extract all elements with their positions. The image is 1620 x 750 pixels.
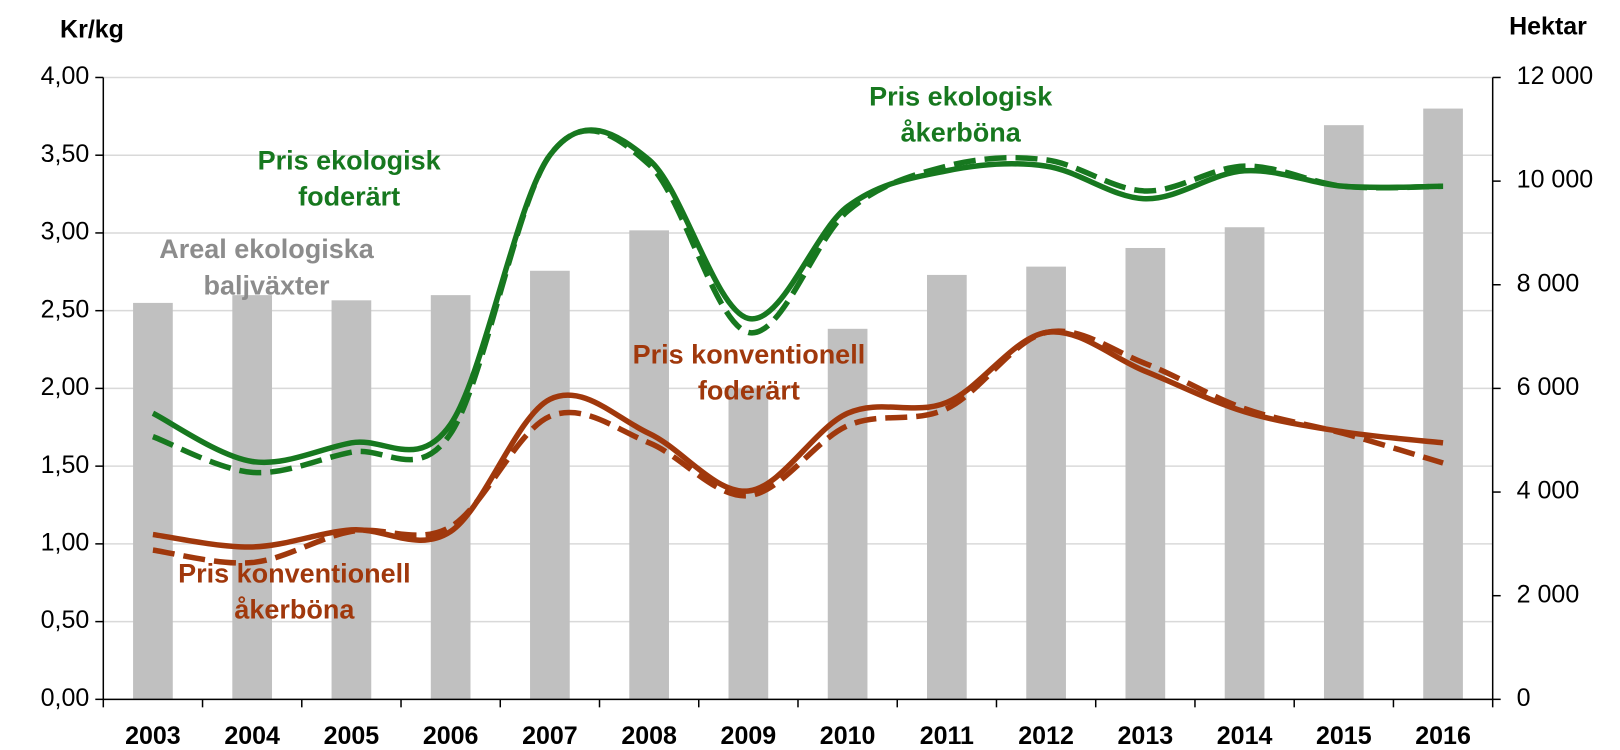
x-tick-label: 2003 bbox=[125, 722, 181, 750]
bar bbox=[827, 328, 868, 700]
y2-tick-label: 8 000 bbox=[1517, 269, 1580, 297]
x-tick-label: 2014 bbox=[1217, 722, 1273, 750]
bar bbox=[1323, 125, 1364, 700]
y-tick-label: 3,00 bbox=[41, 218, 90, 246]
series-label: åkerböna bbox=[901, 117, 1022, 147]
x-tick-label: 2008 bbox=[621, 722, 677, 750]
x-tick-label: 2012 bbox=[1018, 722, 1074, 750]
bar bbox=[232, 295, 273, 700]
x-tick-label: 2016 bbox=[1415, 722, 1471, 750]
y-tick-label: 1,50 bbox=[41, 451, 90, 479]
y-tick-label: 4,00 bbox=[41, 62, 90, 90]
series-label: Pris ekologisk bbox=[258, 145, 442, 175]
line-series bbox=[152, 328, 1444, 566]
series-label: Pris ekologisk bbox=[869, 81, 1053, 111]
line-series bbox=[151, 127, 1444, 466]
y-tick-label: 2,00 bbox=[41, 373, 90, 401]
x-tick-label: 2004 bbox=[224, 722, 280, 750]
y2-tick-label: 2 000 bbox=[1517, 580, 1580, 608]
bar bbox=[927, 274, 967, 700]
x-tick-label: 2011 bbox=[920, 722, 974, 750]
x-tick-label: 2005 bbox=[324, 722, 380, 750]
series-label: foderärt bbox=[298, 181, 400, 211]
bar bbox=[1224, 227, 1265, 700]
y2-tick-label: 12 000 bbox=[1517, 62, 1593, 90]
x-tick-label: 2006 bbox=[423, 722, 479, 750]
y2-tick-label: 6 000 bbox=[1517, 373, 1580, 401]
bar bbox=[331, 300, 372, 700]
line-series bbox=[151, 127, 1444, 476]
x-tick-label: 2007 bbox=[522, 722, 578, 750]
bar bbox=[1125, 247, 1166, 700]
bar bbox=[530, 270, 570, 700]
series-label: foderärt bbox=[698, 376, 800, 406]
x-tick-label: 2009 bbox=[721, 722, 777, 750]
bar bbox=[629, 230, 669, 700]
series-label: baljväxter bbox=[203, 270, 330, 300]
y2-tick-label: 0 bbox=[1517, 684, 1531, 712]
series-label: åkerböna bbox=[234, 595, 355, 625]
series-label: Pris konventionell bbox=[178, 559, 411, 589]
y-axis-label: Kr/kg bbox=[60, 16, 124, 44]
x-tick-label: 2010 bbox=[820, 722, 876, 750]
x-tick-label: 2015 bbox=[1316, 722, 1372, 750]
x-tick-label: 2013 bbox=[1118, 722, 1174, 750]
series-label: Areal ekologiska bbox=[159, 234, 375, 264]
y2-axis-label: Hektar bbox=[1509, 13, 1587, 41]
bar bbox=[1423, 108, 1463, 700]
y-tick-label: 2,50 bbox=[41, 295, 90, 323]
y-tick-label: 1,00 bbox=[41, 528, 90, 556]
y-tick-label: 3,50 bbox=[41, 140, 90, 168]
y2-tick-label: 10 000 bbox=[1517, 166, 1593, 194]
bar bbox=[430, 295, 471, 700]
bar bbox=[728, 388, 769, 700]
y-tick-label: 0,00 bbox=[41, 684, 90, 712]
bar bbox=[133, 302, 173, 700]
y-tick-label: 0,50 bbox=[41, 606, 90, 634]
y2-tick-label: 4 000 bbox=[1517, 477, 1580, 505]
series-label: Pris konventionell bbox=[633, 340, 866, 370]
